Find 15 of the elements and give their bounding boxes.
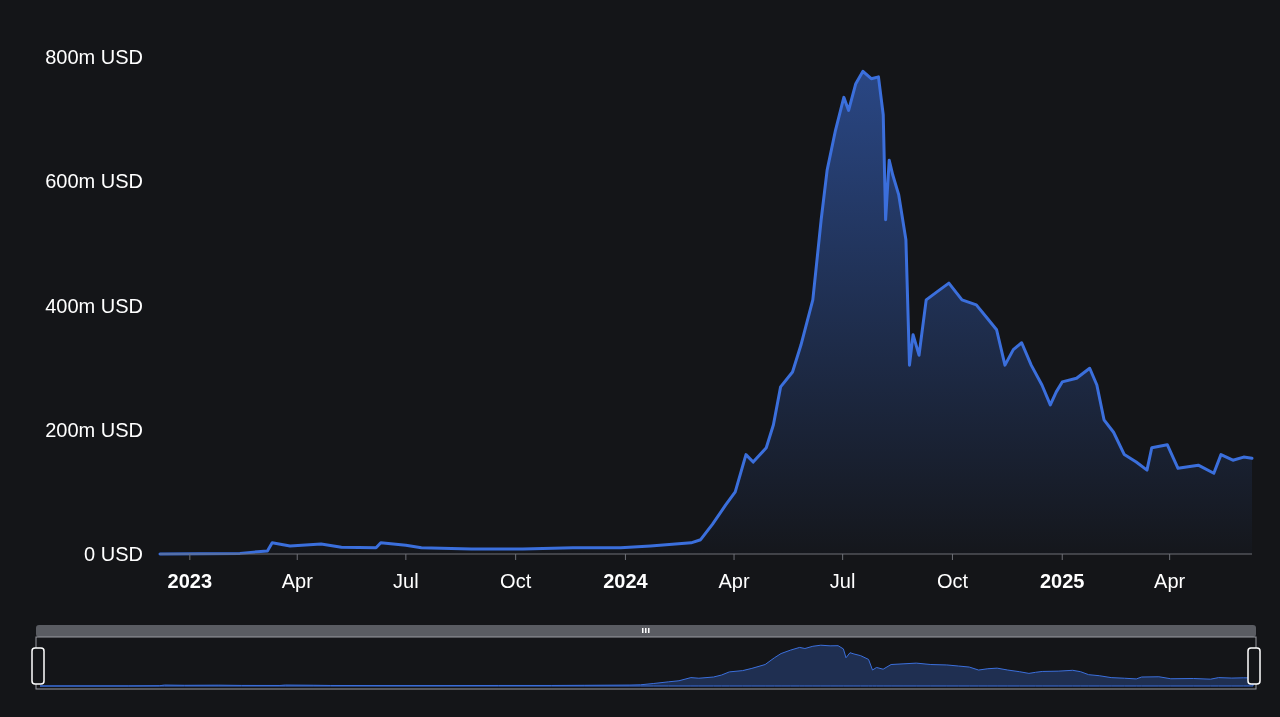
x-tick-label: 2025 — [1039, 570, 1085, 592]
x-tick-label: Jul — [829, 570, 856, 592]
y-tick-label: 800m USD — [45, 46, 143, 68]
x-tick-label: 2024 — [603, 570, 649, 592]
x-tick-label: Apr — [281, 570, 314, 592]
y-tick-label: 0 USD — [84, 543, 143, 565]
y-tick-label: 200m USD — [45, 418, 143, 441]
y-tick-label: 400m USD — [45, 294, 143, 317]
x-tick-label: Apr — [1154, 570, 1186, 592]
x-tick-label: Oct — [936, 570, 969, 592]
y-tick-label: 600m USD — [45, 170, 143, 193]
x-tick-label: Jul — [393, 570, 419, 592]
x-tick-label: 2023 — [167, 570, 213, 592]
x-tick-label: Oct — [500, 570, 532, 592]
x-tick-label: Apr — [718, 570, 750, 592]
